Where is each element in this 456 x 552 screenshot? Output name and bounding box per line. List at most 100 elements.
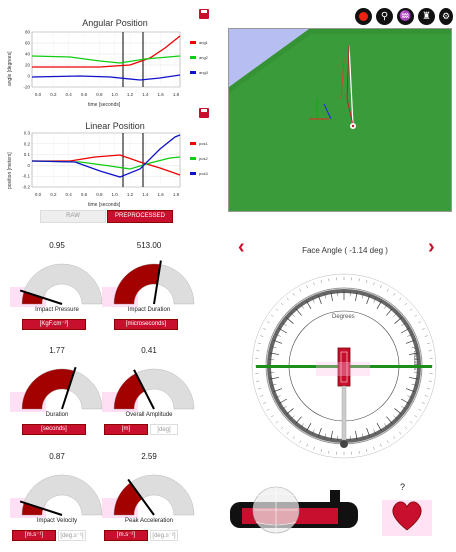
unit-button[interactable]: [m.s⁻¹] [12, 530, 56, 541]
legend-swatch [190, 142, 196, 145]
x-tick-label: 0.0 [35, 92, 42, 97]
gauge-fill [22, 369, 74, 409]
golf-swing-icon[interactable]: ♒ [397, 8, 414, 25]
gauge: 0.41 Overall Amplitude [m][deg] [92, 346, 212, 446]
angular-xlabel: time [seconds] [88, 102, 121, 108]
dial-highlight [316, 362, 370, 376]
save-icon-2[interactable] [199, 108, 209, 118]
gauge-value: 0.41 [114, 346, 184, 355]
angular-ylabel: angle [degrees] [7, 51, 13, 86]
legend-swatch [190, 56, 196, 59]
club-head-view [226, 486, 362, 542]
x-tick-label: 0.2 [50, 192, 57, 197]
x-tick-label: 0.4 [66, 192, 73, 197]
gauge-name: Impact Duration [104, 307, 194, 313]
y-tick-label: -20 [23, 85, 30, 90]
gauge-value: 0.95 [22, 241, 92, 250]
gauge-dial [104, 467, 204, 517]
gauge-value: 513.00 [114, 241, 184, 250]
legend-label: pos2 [199, 156, 208, 161]
y-tick-label: 40 [25, 52, 31, 57]
next-arrow-button[interactable]: › [428, 236, 435, 259]
x-tick-label: 1.2 [127, 92, 134, 97]
viewport-3d[interactable] [228, 28, 452, 212]
alt-unit-button[interactable]: [deg] [150, 424, 178, 435]
tools-icon[interactable]: ⚙ [439, 8, 453, 25]
x-tick-label: 1.4 [142, 192, 149, 197]
gauge-name: Peak Acceleration [104, 518, 194, 524]
x-tick-label: 1.8 [173, 192, 180, 197]
y-tick-label: 20 [25, 63, 31, 68]
y-tick-label: -0.2 [22, 185, 30, 190]
x-tick-label: 0.8 [96, 92, 103, 97]
x-tick-label: 0.0 [35, 192, 42, 197]
unit-button[interactable]: [KgF.cm⁻²] [22, 319, 86, 330]
x-tick-label: 1.0 [112, 192, 119, 197]
y-tick-label: 0 [27, 74, 30, 79]
gauge: 2.59 Peak Acceleration [m.s⁻²][deg.s⁻²] [92, 452, 212, 552]
record-icon[interactable] [355, 8, 372, 25]
x-tick-label: 1.6 [158, 192, 165, 197]
help-question: ? [400, 482, 405, 492]
save-icon[interactable] [199, 9, 209, 19]
y-tick-label: 0.2 [24, 141, 31, 146]
x-tick-label: 0.8 [96, 192, 103, 197]
x-tick-label: 1.4 [142, 92, 149, 97]
legend-label: ang1 [199, 40, 209, 45]
unit-button[interactable]: [microseconds] [114, 319, 178, 330]
unit-button[interactable]: [m] [104, 424, 148, 435]
angular-title: Angular Position [40, 18, 190, 28]
y-tick-label: 80 [25, 30, 31, 35]
gauge-fill [114, 264, 160, 304]
y-tick-label: -0.1 [22, 174, 30, 179]
gauge-value: 2.59 [114, 452, 184, 461]
x-tick-label: 0.6 [81, 92, 88, 97]
gauge-name: Impact Pressure [12, 307, 102, 313]
linear-title: Linear Position [40, 121, 190, 131]
x-tick-label: 0.6 [81, 192, 88, 197]
legend-label: ang3 [199, 70, 209, 75]
gauge-dial [104, 256, 204, 306]
gauge-value: 0.87 [22, 452, 92, 461]
unit-button[interactable]: [seconds] [22, 424, 86, 435]
legend-swatch [190, 172, 196, 175]
unit-button[interactable]: [m.s⁻²] [104, 530, 148, 541]
linear-chart: position [meters] 0.3 0.2 0.1 0 -0.1 -0.2 0.0… [0, 131, 222, 209]
face-angle-title: Face Angle ( -1.14 deg ) [270, 246, 420, 255]
x-tick-label: 1.2 [127, 192, 134, 197]
legend-swatch [190, 71, 196, 74]
toolbar-icons: ⚲ ♒ ♜ ⚙ [355, 8, 453, 26]
y-tick-label: 60 [25, 41, 31, 46]
x-tick-label: 1.6 [158, 92, 165, 97]
legend-swatch [190, 157, 196, 160]
linear-ylabel: position [meters] [7, 152, 13, 189]
x-tick-label: 1.0 [112, 92, 119, 97]
gauge-value: 1.77 [22, 346, 92, 355]
heart-icon[interactable] [390, 500, 424, 532]
y-tick-label: 0.1 [24, 152, 31, 157]
y-tick-label: 0.3 [24, 131, 31, 136]
preprocessed-button[interactable]: PREPROCESSED [107, 210, 173, 223]
x-tick-label: 0.2 [50, 92, 57, 97]
legend-label: pos1 [199, 141, 208, 146]
gauge-name: Duration [12, 412, 102, 418]
prev-arrow-button[interactable]: ‹ [238, 236, 245, 259]
gauge-dial [104, 361, 204, 411]
raw-button[interactable]: RAW [40, 210, 106, 223]
angular-chart: angle [degrees] 80 60 40 20 0 -20 0.0 0.2 0.4 0.… [0, 28, 222, 110]
x-tick-label: 1.8 [173, 92, 180, 97]
gauge: 513.00 Impact Duration [microseconds] [92, 241, 212, 341]
alt-unit-button[interactable]: [deg.s⁻²] [150, 530, 178, 541]
alt-unit-button[interactable]: [deg.s⁻¹] [58, 530, 86, 541]
linear-xlabel: time [seconds] [88, 202, 121, 208]
degrees-label: Degrees [332, 314, 355, 320]
legend-label: ang2 [199, 55, 209, 60]
golf-club-icon[interactable]: ⚲ [376, 8, 393, 25]
gauge-name: Overall Amplitude [104, 412, 194, 418]
y-tick-label: 0 [27, 163, 30, 168]
gauge-name: Impact Velocity [12, 518, 102, 524]
x-tick-label: 0.4 [66, 92, 73, 97]
golf-bag-icon[interactable]: ♜ [418, 8, 435, 25]
legend-label: pos3 [199, 171, 208, 176]
legend-swatch [190, 41, 196, 44]
